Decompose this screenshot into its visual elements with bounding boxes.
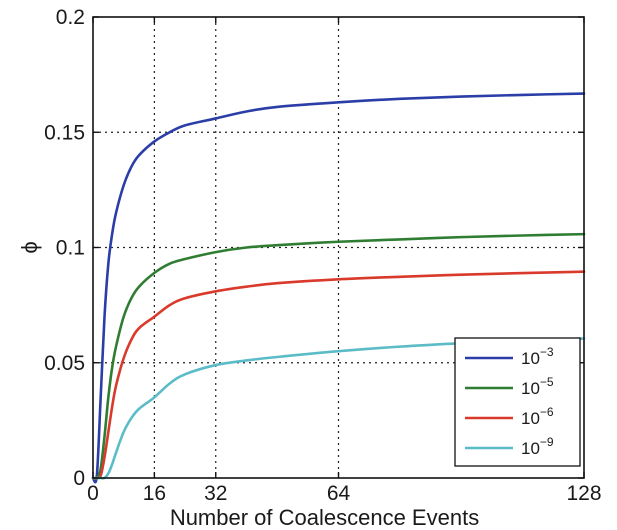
legend-label-3: 10−9 (521, 435, 554, 458)
x-tick-label: 32 (204, 482, 227, 505)
legend-label-base: 10 (521, 409, 540, 428)
legend-label-base: 10 (521, 349, 540, 368)
legend-box (454, 337, 581, 467)
legend-label-2: 10−6 (521, 405, 554, 428)
y-tick-label: 0 (73, 467, 85, 490)
x-tick-label: 16 (143, 482, 166, 505)
legend-label-1: 10−5 (521, 375, 554, 398)
legend-label-exponent: −6 (540, 405, 554, 419)
axis-ticks (92, 16, 585, 479)
series-line-3 (91, 337, 586, 480)
y-axis-label: ϕ (17, 241, 42, 253)
legend-label-base: 10 (521, 379, 540, 398)
series-lines (91, 92, 586, 484)
legend-label-exponent: −3 (540, 345, 554, 359)
x-tick-label: 128 (566, 482, 601, 505)
legend-label-0: 10−3 (521, 345, 554, 368)
y-tick-label: 0.2 (56, 6, 85, 29)
legend: 10−310−510−610−9 (454, 337, 581, 467)
x-tick-label: 0 (87, 482, 99, 505)
x-axis-label: Number of Coalescence Events (170, 505, 479, 530)
legend-label-exponent: −5 (540, 375, 554, 389)
series-line-0 (91, 92, 586, 484)
series-line-1 (91, 232, 586, 480)
x-axis-tick-labels: 0 16 32 64 128 (87, 482, 601, 505)
y-axis-tick-labels: 0 0.05 0.1 0.15 0.2 (44, 6, 85, 490)
legend-label-exponent: −9 (540, 435, 554, 449)
series-line-2 (91, 270, 586, 480)
y-tick-label: 0.15 (44, 121, 85, 144)
x-tick-label: 64 (327, 482, 351, 505)
legend-label-base: 10 (521, 439, 540, 458)
y-tick-label: 0.1 (56, 237, 85, 260)
y-tick-label: 0.05 (44, 352, 85, 375)
